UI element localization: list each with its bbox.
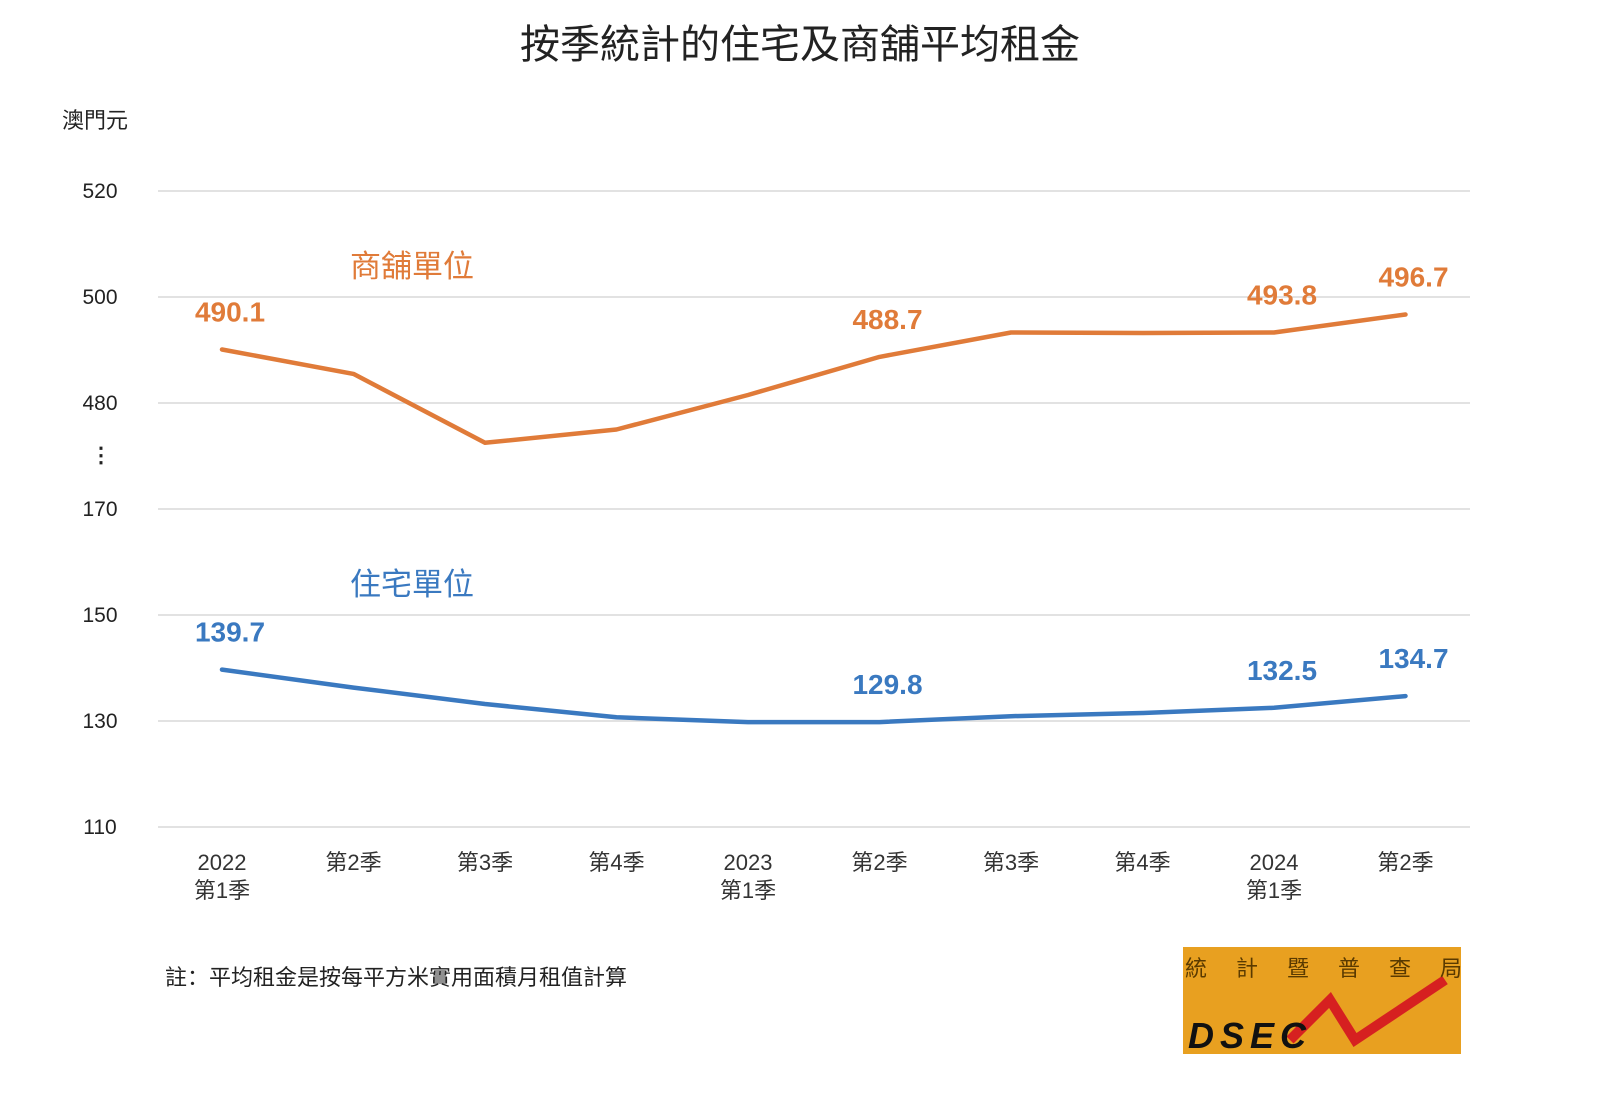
x-tick-label: 第3季 <box>457 850 513 875</box>
y-tick-label: 500 <box>82 286 117 309</box>
chart-title: 按季統計的住宅及商舖平均租金 <box>520 22 1080 68</box>
data-label: 134.7 <box>1378 643 1448 674</box>
logo-zigzag <box>1286 975 1448 1048</box>
data-label: 132.5 <box>1247 655 1317 686</box>
logo-char: 普 <box>1338 957 1360 982</box>
series-line <box>219 312 1408 446</box>
footnote: 註：平均租金是按每平方米實用面積月租值計算 <box>165 966 627 991</box>
data-label: 139.7 <box>195 617 265 648</box>
x-tick-label: 2024 <box>1250 850 1299 875</box>
y-tick-label: 110 <box>83 816 116 839</box>
x-tick-label: 第2季 <box>1377 850 1433 875</box>
x-tick-label: 第1季 <box>1246 878 1302 903</box>
y-axis-unit: 澳門元 <box>62 109 128 134</box>
x-tick-label: 2023 <box>724 850 773 875</box>
data-label: 129.8 <box>852 669 922 700</box>
logo-char: 局 <box>1440 957 1462 982</box>
data-label: 488.7 <box>852 304 922 335</box>
y-tick-label: 150 <box>82 604 117 627</box>
x-tick-label: 第1季 <box>194 878 250 903</box>
y-tick-label: 170 <box>82 498 117 521</box>
data-label: 493.8 <box>1247 280 1317 311</box>
logo-char: 統 <box>1185 957 1207 982</box>
y-tick-label: 130 <box>82 710 117 733</box>
logo-char: 計 <box>1236 957 1258 982</box>
data-label: 490.1 <box>195 296 265 327</box>
x-tick-label: 第4季 <box>588 850 644 875</box>
y-tick-labels: 520 500 480 170 150 130 110 <box>82 180 117 839</box>
series-name-label: 商舖單位 <box>350 249 474 285</box>
y-tick-label: 480 <box>82 392 117 415</box>
x-tick-label: 第2季 <box>325 850 381 875</box>
logo-text: DSEC <box>1188 1015 1312 1056</box>
series: 商舖單位 490.1 488.7 493.8 496.7 住宅單位 139.7 129.8 13… <box>195 249 1449 725</box>
series-line <box>219 667 1408 725</box>
x-tick-label: 第2季 <box>851 850 907 875</box>
data-label: 496.7 <box>1378 261 1448 292</box>
x-tick-label: 第4季 <box>1114 850 1170 875</box>
dsec-logo: 統 計 暨 普 查 局 DSEC <box>1183 947 1462 1056</box>
x-tick-labels: 2022 第1季 第2季 第3季 第4季 2023 第1季 第2季 第3季 第4季 2024 第1季 第… <box>194 850 1434 903</box>
logo-char: 暨 <box>1287 957 1309 982</box>
y-tick-label: 520 <box>82 180 117 203</box>
axis-break-mark: ⋮ <box>91 444 112 467</box>
x-tick-label: 2022 <box>198 850 247 875</box>
x-tick-label: 第1季 <box>720 878 776 903</box>
x-tick-label: 第3季 <box>983 850 1039 875</box>
logo-char: 查 <box>1389 957 1411 982</box>
series-name-label: 住宅單位 <box>350 567 474 603</box>
